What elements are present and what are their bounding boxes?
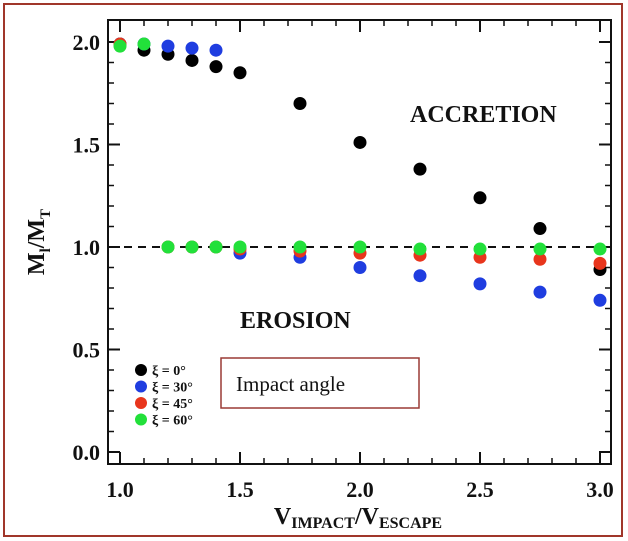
data-point-series-0 bbox=[353, 135, 367, 149]
legend-marker bbox=[135, 413, 147, 426]
y-tick-label: 0.0 bbox=[73, 440, 101, 465]
x-tick-label: 2.5 bbox=[466, 477, 494, 502]
data-point-series-2 bbox=[593, 256, 607, 270]
x-tick-label: 2.0 bbox=[346, 477, 374, 502]
data-point-series-3 bbox=[161, 240, 175, 254]
y-label-main: M bbox=[24, 252, 50, 275]
x-label-main: V bbox=[274, 504, 292, 530]
data-point-series-0 bbox=[209, 60, 223, 74]
impact-angle-label: Impact angle bbox=[236, 372, 345, 396]
data-point-series-3 bbox=[113, 39, 127, 53]
y-tick-label: 2.0 bbox=[73, 30, 101, 55]
data-point-series-1 bbox=[413, 269, 427, 283]
data-point-series-3 bbox=[353, 240, 367, 254]
legend-label: ξ = 45° bbox=[152, 397, 193, 412]
data-point-series-1 bbox=[593, 293, 607, 307]
y-tick-label: 1.5 bbox=[73, 133, 101, 158]
legend-marker bbox=[135, 380, 147, 393]
x-axis-label: VIMPACT/VESCAPE bbox=[274, 504, 442, 532]
legend-marker bbox=[135, 364, 147, 376]
data-point-series-3 bbox=[233, 240, 247, 254]
annotation-accretion: ACCRETION bbox=[410, 102, 557, 128]
data-point-series-3 bbox=[185, 240, 199, 254]
data-point-series-0 bbox=[185, 53, 199, 67]
data-point-series-3 bbox=[533, 242, 547, 256]
data-point-series-3 bbox=[137, 37, 151, 51]
x-axis-ticks: 1.0 1.5 2.0 2.5 3.0 bbox=[106, 20, 614, 502]
data-point-series-0 bbox=[293, 97, 307, 110]
data-point-series-2 bbox=[533, 252, 547, 266]
data-points bbox=[113, 37, 607, 307]
x-label-sep: /V bbox=[354, 504, 380, 530]
data-point-series-1 bbox=[161, 39, 175, 53]
data-point-series-0 bbox=[413, 162, 427, 176]
y-label-sub1: l bbox=[38, 248, 54, 252]
data-point-series-0 bbox=[233, 66, 247, 80]
figure-frame bbox=[3, 3, 623, 537]
data-point-series-3 bbox=[209, 240, 223, 254]
data-point-series-1 bbox=[353, 261, 367, 274]
data-point-series-1 bbox=[473, 277, 487, 291]
annotation-erosion: EROSION bbox=[240, 308, 351, 334]
data-point-series-0 bbox=[473, 191, 487, 205]
data-point-series-1 bbox=[533, 285, 547, 299]
data-point-series-3 bbox=[593, 242, 607, 256]
y-label-sub2: T bbox=[38, 209, 54, 219]
x-tick-label: 3.0 bbox=[586, 477, 614, 502]
y-axis-label: Ml/MT bbox=[24, 209, 54, 275]
data-point-series-1 bbox=[185, 41, 199, 55]
impact-angle-box bbox=[220, 357, 420, 409]
x-tick-label: 1.5 bbox=[226, 477, 254, 502]
y-tick-label: 0.5 bbox=[73, 338, 101, 363]
data-point-series-3 bbox=[293, 240, 307, 254]
data-point-series-1 bbox=[209, 43, 223, 57]
x-label-sub1: IMPACT bbox=[291, 515, 355, 532]
legend-marker bbox=[135, 397, 147, 409]
legend-label: ξ = 30° bbox=[152, 381, 193, 396]
x-tick-label: 1.0 bbox=[106, 477, 134, 502]
y-axis-ticks: 0.0 0.5 1.0 1.5 2.0 bbox=[73, 30, 611, 465]
data-point-series-3 bbox=[473, 242, 487, 256]
legend-label: ξ = 0° bbox=[152, 364, 186, 379]
y-tick-label: 1.0 bbox=[73, 235, 101, 260]
y-label-sep: /M bbox=[24, 219, 50, 249]
legend: ξ = 0° ξ = 30°ξ = 45° ξ = 60° bbox=[135, 364, 193, 429]
x-label-sub2: ESCAPE bbox=[379, 515, 442, 532]
data-point-series-0 bbox=[533, 222, 547, 236]
legend-label: ξ = 60° bbox=[152, 414, 193, 429]
data-point-series-3 bbox=[413, 242, 427, 256]
